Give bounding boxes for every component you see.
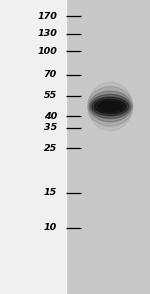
- Ellipse shape: [90, 94, 130, 118]
- Text: 100: 100: [37, 47, 57, 56]
- Text: 15: 15: [44, 188, 57, 197]
- Ellipse shape: [88, 82, 133, 131]
- Text: 55: 55: [44, 91, 57, 100]
- Ellipse shape: [94, 99, 126, 113]
- Ellipse shape: [104, 104, 117, 109]
- Ellipse shape: [92, 97, 129, 116]
- Ellipse shape: [89, 91, 132, 122]
- Text: 130: 130: [37, 29, 57, 38]
- Text: 40: 40: [44, 112, 57, 121]
- Bar: [0, 0, 66, 294]
- Text: 35: 35: [44, 123, 57, 132]
- Ellipse shape: [101, 103, 119, 110]
- Text: 10: 10: [44, 223, 57, 232]
- Ellipse shape: [98, 101, 123, 112]
- Text: 25: 25: [44, 144, 57, 153]
- Text: 170: 170: [37, 12, 57, 21]
- Ellipse shape: [88, 86, 133, 126]
- Text: 70: 70: [44, 71, 57, 79]
